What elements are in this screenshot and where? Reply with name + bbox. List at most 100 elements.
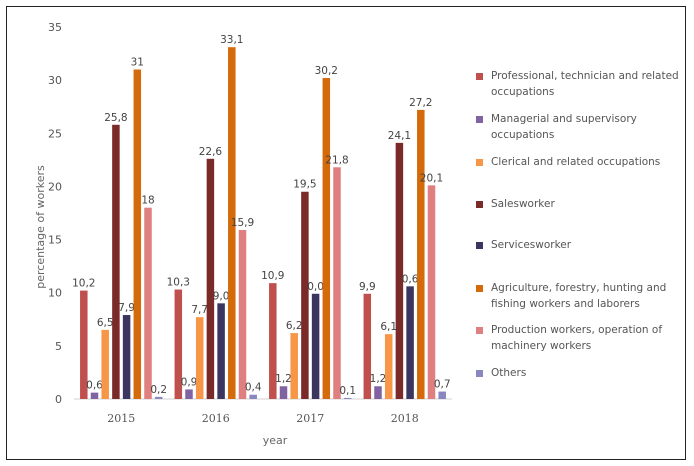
data-label: 24,1	[388, 130, 411, 142]
data-label: 10,2	[72, 278, 95, 290]
data-label: 6,1	[380, 321, 397, 333]
legend-swatch	[476, 285, 483, 292]
data-label: 6,2	[286, 320, 303, 332]
legend-item: Others	[476, 365, 686, 381]
bar	[290, 333, 298, 399]
data-label: 0,6	[402, 273, 419, 285]
bar	[427, 185, 436, 399]
legend-label: Production workers, operation of machine…	[491, 324, 663, 352]
bar	[101, 329, 109, 399]
legend-swatch	[476, 73, 483, 80]
y-tick-label: 5	[55, 340, 62, 353]
x-tick-label: 2015	[107, 412, 135, 425]
bar	[90, 392, 99, 399]
bar	[228, 47, 236, 400]
data-label: 10,3	[167, 277, 190, 289]
data-label: 1,2	[275, 373, 292, 385]
data-label: 25,8	[104, 112, 127, 124]
y-tick-label: 25	[48, 127, 62, 140]
bar	[384, 334, 393, 399]
bar	[395, 142, 404, 399]
data-label: 7,7	[191, 304, 208, 316]
x-axis-title: year	[263, 434, 288, 447]
data-label: 20,1	[420, 172, 443, 184]
legend-swatch	[476, 370, 483, 377]
y-tick-label: 15	[48, 234, 62, 247]
legend-label: Agriculture, forestry, hunting and fishi…	[491, 282, 667, 310]
legend-label: Servicesworker	[491, 239, 572, 251]
bar	[112, 124, 120, 399]
data-label: 9,0	[213, 290, 230, 302]
data-label: 7,9	[118, 302, 135, 314]
bar	[133, 69, 142, 399]
bar	[343, 397, 352, 399]
bar	[322, 78, 331, 399]
bar	[185, 389, 193, 399]
data-label: 18	[141, 195, 154, 207]
bar	[154, 396, 163, 399]
data-label: 1,2	[370, 373, 387, 385]
bar	[217, 303, 225, 399]
legend-item: Managerial and supervisory occupations	[476, 111, 686, 143]
bar	[174, 289, 183, 399]
y-tick-label: 20	[48, 180, 62, 193]
legend-item: Salesworker	[476, 196, 686, 212]
y-tick-label: 30	[48, 74, 62, 87]
data-label: 6,5	[97, 317, 114, 329]
bar	[269, 283, 277, 399]
legend-label: Others	[491, 367, 527, 379]
data-label: 15,9	[231, 217, 254, 229]
bar	[206, 158, 215, 399]
bar	[144, 207, 152, 399]
bar	[238, 230, 247, 399]
bar	[333, 167, 341, 399]
data-label: 0,0	[307, 281, 324, 293]
data-label: 0,6	[86, 380, 103, 392]
bar	[80, 290, 88, 399]
bar	[374, 386, 382, 399]
legend-item: Servicesworker	[476, 237, 686, 253]
bar	[301, 191, 309, 399]
legend-swatch	[476, 116, 483, 123]
bar	[249, 394, 257, 399]
legend-swatch	[476, 242, 483, 249]
data-label: 21,8	[325, 154, 348, 166]
legend-item: Clerical and related occupations	[476, 154, 686, 170]
bar	[406, 286, 414, 399]
bar	[417, 109, 425, 399]
x-tick-label: 2017	[296, 412, 324, 425]
legend-item: Agriculture, forestry, hunting and fishi…	[476, 280, 686, 312]
legend-label: Professional, technician and related occ…	[491, 70, 679, 98]
data-label: 27,2	[409, 97, 432, 109]
legend-swatch	[476, 201, 483, 208]
data-label: 0,7	[434, 379, 451, 391]
bar	[363, 293, 372, 399]
data-label: 19,5	[293, 179, 316, 191]
data-label: 22,6	[199, 146, 223, 158]
legend-label: Salesworker	[491, 198, 555, 210]
data-label: 0,9	[181, 376, 198, 388]
x-tick-label: 2018	[391, 412, 419, 425]
y-axis-title: percentage of workers	[34, 165, 47, 289]
data-label: 0,4	[245, 382, 262, 394]
x-tick-label: 2016	[202, 412, 230, 425]
data-label: 10,9	[261, 270, 284, 282]
y-tick-label: 0	[55, 393, 62, 406]
y-tick-label: 10	[48, 287, 62, 300]
data-label: 9,9	[359, 281, 376, 293]
legend-item: Production workers, operation of machine…	[476, 322, 686, 354]
y-tick-label: 35	[48, 21, 62, 34]
bar	[122, 315, 131, 399]
legend-swatch	[476, 327, 483, 334]
bar	[311, 293, 320, 399]
data-label: 0,1	[339, 385, 356, 397]
data-label: 33,1	[220, 34, 243, 46]
data-label: 0,2	[150, 384, 167, 396]
bar	[195, 317, 204, 399]
legend-label: Managerial and supervisory occupations	[491, 113, 637, 141]
data-label: 30,2	[315, 65, 338, 77]
legend-swatch	[476, 159, 483, 166]
legend-item: Professional, technician and related occ…	[476, 68, 686, 100]
data-label: 31	[131, 57, 144, 69]
